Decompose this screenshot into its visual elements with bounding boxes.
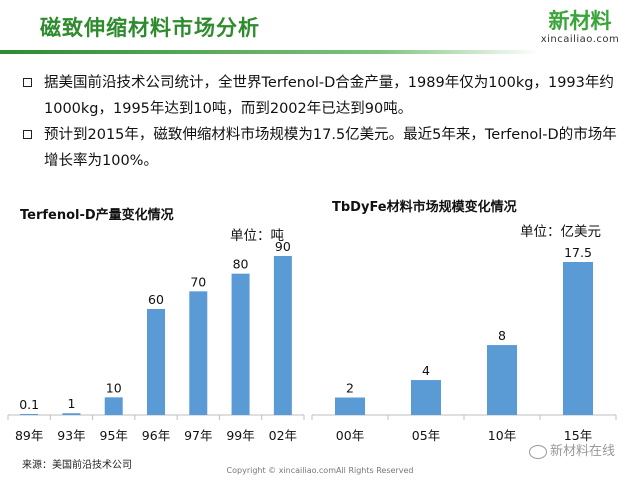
bar — [487, 345, 517, 415]
bar — [20, 414, 39, 415]
x-tick-label: 96年 — [142, 428, 170, 443]
x-tick-label: 02年 — [269, 428, 297, 443]
wechat-icon — [528, 444, 547, 459]
data-label: 4 — [422, 363, 430, 378]
x-tick-label: 00年 — [336, 428, 364, 443]
unit-label-left: 单位：吨 — [230, 228, 284, 244]
bullet-text: 预计到2015年，磁致伸缩材料市场规模为17.5亿美元。最近5年来，Terfen… — [44, 127, 617, 169]
data-label: 1 — [67, 396, 75, 411]
chart-title-left: Terfenol-D产量变化情况 — [20, 208, 174, 223]
bullet-list: 据美国前沿技术公司统计，全世界Terfenol-D合金产量，1989年仅为100… — [22, 70, 622, 174]
logo-subtext: xincailiao.com — [540, 34, 620, 45]
bar — [231, 273, 250, 415]
brand-logo: 新材料 xincailiao.com — [535, 8, 625, 52]
copyright-text: Copyright © xincailiao.comAll Rights Res… — [226, 466, 414, 475]
x-tick-label: 93年 — [57, 428, 85, 443]
data-label: 60 — [148, 292, 164, 307]
data-label: 90 — [275, 239, 291, 254]
x-tick-label: 97年 — [184, 428, 212, 443]
bar — [563, 262, 593, 415]
bar — [411, 380, 441, 415]
watermark-text: 新材料在线 — [549, 444, 615, 459]
bullet-item: 预计到2015年，磁致伸缩材料市场规模为17.5亿美元。最近5年来，Terfen… — [22, 122, 622, 174]
data-label: 2 — [346, 381, 354, 396]
logo-text: 新材料 — [548, 9, 612, 33]
x-tick-label: 89年 — [15, 428, 43, 443]
bar — [273, 256, 292, 415]
data-label: 70 — [190, 274, 206, 289]
square-bullet-icon — [23, 78, 32, 87]
data-label: 8 — [498, 328, 506, 343]
x-tick-label: 10年 — [488, 428, 516, 443]
data-label: 10 — [106, 380, 122, 395]
x-tick-label: 15年 — [564, 428, 592, 443]
square-bullet-icon — [23, 130, 32, 139]
x-tick-label: 05年 — [412, 428, 440, 443]
bar — [335, 397, 365, 415]
bar — [104, 397, 123, 415]
x-tick-label: 95年 — [100, 428, 128, 443]
watermark: 新材料在线 — [512, 440, 632, 459]
bullet-text: 据美国前沿技术公司统计，全世界Terfenol-D合金产量，1989年仅为100… — [44, 75, 614, 117]
data-label: 0.1 — [19, 397, 39, 412]
title-underline — [0, 50, 540, 54]
source-note: 来源：美国前沿技术公司 — [22, 460, 132, 471]
data-label: 17.5 — [564, 245, 592, 260]
page-title: 磁致伸缩材料市场分析 — [40, 16, 260, 40]
bullet-item: 据美国前沿技术公司统计，全世界Terfenol-D合金产量，1989年仅为100… — [22, 70, 622, 122]
bar — [189, 291, 208, 415]
unit-label-right: 单位：亿美元 — [520, 224, 601, 240]
chart-title-right: TbDyFe材料市场规模变化情况 — [332, 200, 517, 215]
bar — [147, 309, 165, 415]
bar — [62, 413, 81, 415]
x-tick-label: 99年 — [226, 428, 254, 443]
data-label: 80 — [233, 257, 249, 272]
